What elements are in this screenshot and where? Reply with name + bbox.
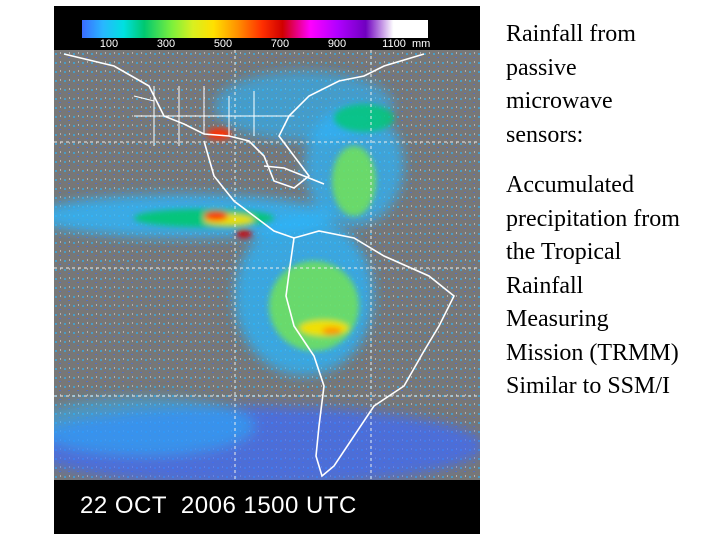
pacific-red <box>204 211 228 221</box>
central-america-coast <box>203 140 295 239</box>
color-legend: 4 8 12 16 20 24 28 32 36 40 44 Inches 100 300 500 700… <box>78 8 434 50</box>
bolivia-orange <box>322 327 342 335</box>
caption-title: Rainfall from passive microwave sensors: <box>506 18 718 152</box>
rainfall-map-image: 4 8 12 16 20 24 28 32 36 40 44 Inches 100 300 500 700… <box>54 8 480 534</box>
caption-body: Accumulated precipitation from the Tropica… <box>506 169 718 404</box>
caption-panel: Rainfall from passive microwave sensors: Ac… <box>506 18 718 404</box>
legend-colorbar <box>82 20 428 38</box>
caption-body-line: Rainfall <box>506 272 584 299</box>
caption-body-line: Measuring <box>506 306 609 332</box>
northeast-green <box>334 104 394 132</box>
legend-inch-tick: 44 <box>363 9 375 21</box>
caption-body-line: Similar to SSM/I <box>506 373 671 399</box>
caption-body-line: the Tropical <box>506 239 622 265</box>
legend-mm-unit: mm <box>412 38 430 50</box>
itcz-green <box>134 209 274 227</box>
legend-inch-tick: 28 <box>257 9 269 21</box>
atlantic-green <box>332 146 376 216</box>
caption-title-line: Rainfall from <box>506 21 636 47</box>
legend-mm-tick: 700 <box>271 38 289 50</box>
legend-inches-unit: Inches <box>398 9 431 21</box>
south-america-coast <box>285 230 456 478</box>
legend-inch-tick: 32 <box>283 9 295 21</box>
amazon-green <box>269 261 359 351</box>
state-borders <box>133 86 294 146</box>
caption-body-line: precipitation from <box>506 205 680 232</box>
legend-mm-tick: 1100 <box>382 38 406 50</box>
caption-body-line: Accumulated <box>506 172 634 198</box>
bolivia-yellow <box>299 320 349 336</box>
legend-inch-tick: 24 <box>230 9 242 21</box>
legend-inch-tick: 40 <box>336 9 348 21</box>
caption-body-line: Mission (TRMM) <box>506 339 679 366</box>
graticule <box>54 50 480 480</box>
south-pacific-rain <box>54 396 254 456</box>
legend-mm-tick: 100 <box>100 38 118 50</box>
legend-inch-tick: 36 <box>310 9 322 21</box>
legend-mm-labels: 100 300 500 700 900 1100 <box>100 38 406 50</box>
north-america-coast <box>63 53 425 189</box>
precipitation-field <box>54 50 480 486</box>
coastlines <box>63 53 456 478</box>
rainfall-map: 4 8 12 16 20 24 28 32 36 40 44 Inches 100 300 500 700… <box>54 6 480 534</box>
map-timestamp: 22 OCT 2006 1500 UTC <box>80 492 357 519</box>
legend-inch-tick: 12 <box>151 9 163 21</box>
legend-mm-tick: 500 <box>214 38 232 50</box>
legend-inch-tick: 4 <box>101 9 107 21</box>
panama-red <box>236 230 252 238</box>
legend-inch-tick: 16 <box>177 9 189 21</box>
legend-mm-tick: 900 <box>328 38 346 50</box>
legend-inch-tick: 8 <box>127 9 133 21</box>
legend-inch-tick: 20 <box>204 9 216 21</box>
timestamp-bar <box>54 480 480 534</box>
caption-title-line: sensors: <box>506 121 584 148</box>
gulf-coast-red <box>207 128 231 140</box>
legend-mm-tick: 300 <box>157 38 175 50</box>
caption-title-line: microwave <box>506 88 613 114</box>
cuba-outline <box>263 165 325 185</box>
caption-title-line: passive <box>506 54 577 81</box>
legend-inch-labels: 4 8 12 16 20 24 28 32 36 40 44 <box>101 9 375 21</box>
